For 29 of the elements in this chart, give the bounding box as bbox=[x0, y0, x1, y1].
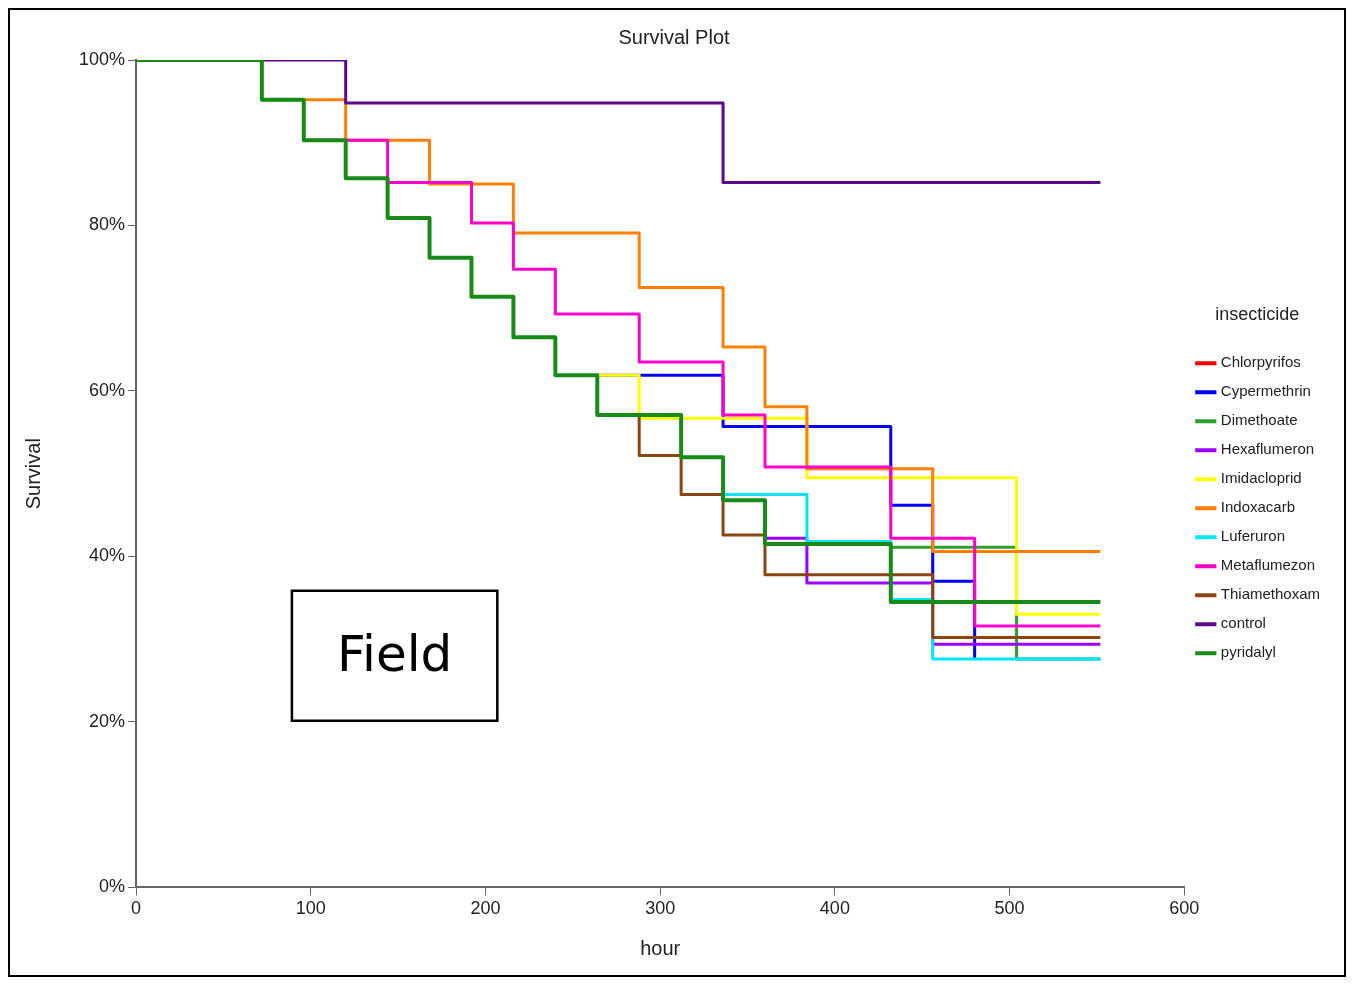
y-tick-label: 100% bbox=[78, 48, 126, 69]
legend-label: Dimethoate bbox=[1220, 411, 1298, 429]
legend-label: pyridalyl bbox=[1220, 643, 1276, 661]
y-tick-label: 40% bbox=[89, 545, 126, 566]
x-tick-label: 600 bbox=[1169, 898, 1200, 919]
x-tick-label: 200 bbox=[470, 898, 501, 919]
legend-label: Cypermethrin bbox=[1220, 382, 1311, 400]
legend-label: control bbox=[1220, 614, 1266, 632]
y-tick-label: 0% bbox=[99, 876, 126, 897]
annotation: Field bbox=[336, 624, 453, 683]
x-tick-label: 300 bbox=[645, 898, 676, 919]
y-tick-label: 20% bbox=[89, 710, 126, 731]
legend-title: insecticide bbox=[1215, 304, 1300, 325]
x-tick-label: 500 bbox=[994, 898, 1025, 919]
legend-label: Indoxacarb bbox=[1220, 498, 1296, 516]
x-axis-title: hour bbox=[640, 936, 681, 959]
legend-label: Luferuron bbox=[1220, 527, 1286, 545]
y-axis-title: Survival bbox=[21, 438, 44, 510]
legend-label: Metaflumezon bbox=[1220, 556, 1316, 574]
x-tick-label: 400 bbox=[819, 898, 850, 919]
x-tick-label: 100 bbox=[295, 898, 326, 919]
legend-label: Chlorpyrifos bbox=[1220, 353, 1301, 371]
y-tick-label: 80% bbox=[89, 214, 126, 235]
legend-label: Thiamethoxam bbox=[1220, 585, 1321, 603]
legend-label: Hexaflumeron bbox=[1220, 440, 1315, 458]
y-tick-label: 60% bbox=[89, 379, 126, 400]
chart-title: Survival Plot bbox=[618, 25, 731, 48]
legend-label: Imidacloprid bbox=[1220, 469, 1302, 487]
x-tick-label: 0 bbox=[131, 898, 142, 919]
